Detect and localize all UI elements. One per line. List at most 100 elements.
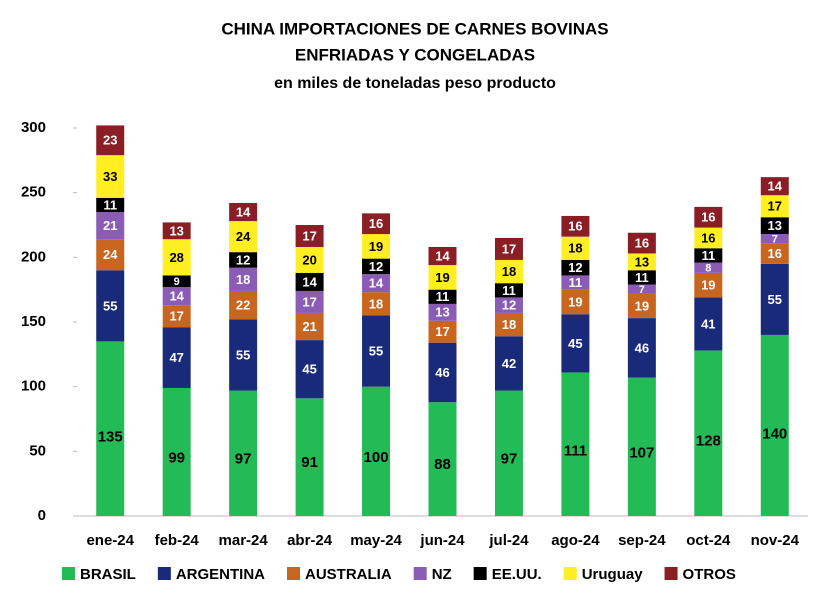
data-label: 107	[629, 445, 654, 462]
data-label: 14	[768, 179, 783, 194]
bar-segment	[229, 290, 258, 320]
data-label: 17	[768, 199, 782, 214]
data-label: 18	[369, 296, 383, 311]
y-tick-label: 250	[21, 184, 46, 201]
bar-segment	[428, 402, 457, 516]
data-label: 88	[434, 456, 451, 473]
bar-segment	[561, 259, 590, 276]
data-label: 11	[502, 283, 516, 298]
data-label: 19	[568, 294, 582, 309]
bar-segment	[494, 297, 523, 313]
bar-segment	[362, 234, 391, 259]
bar-segment	[494, 312, 523, 337]
bar-segment	[229, 221, 258, 253]
bar-segment	[760, 195, 789, 218]
bar-segment	[162, 275, 191, 288]
bar-segment	[295, 225, 324, 247]
data-label: 99	[168, 449, 185, 466]
data-label: 19	[635, 298, 649, 313]
data-label: 135	[98, 428, 123, 445]
bar-segment	[96, 155, 125, 198]
bar-segment	[428, 246, 457, 266]
bar-segment	[694, 248, 723, 263]
data-label: 18	[568, 241, 582, 256]
bar-segment	[760, 263, 789, 335]
bar-segment	[229, 390, 258, 516]
data-label: 14	[435, 248, 450, 263]
y-tick-label: 100	[21, 378, 46, 395]
data-label: 97	[235, 451, 252, 468]
bar-segment	[627, 293, 656, 319]
unit-note: en miles de toneladas peso producto	[274, 75, 556, 92]
legend-label: OTROS	[683, 566, 736, 583]
bar-segment	[694, 262, 723, 273]
bar-segment	[561, 275, 590, 290]
data-label: 45	[568, 336, 582, 351]
data-label: 97	[501, 451, 518, 468]
bar-segment	[428, 342, 457, 403]
legend-label: EE.UU.	[492, 566, 542, 583]
bar-segment	[428, 265, 457, 290]
bar-segment	[694, 227, 723, 249]
data-label: 100	[364, 449, 389, 466]
x-tick-label: oct-24	[686, 532, 731, 549]
bar-segment	[229, 267, 258, 291]
data-label: 11	[701, 248, 715, 263]
legend-label: NZ	[432, 566, 452, 583]
data-label: 14	[369, 276, 384, 291]
data-label: 17	[302, 228, 316, 243]
data-label: 140	[762, 425, 787, 442]
x-tick-label: abr-24	[287, 532, 333, 549]
data-label: 20	[302, 252, 316, 267]
legend-swatch	[473, 567, 487, 580]
bar-segment	[229, 252, 258, 268]
data-label: 14	[302, 274, 317, 289]
bar-segment	[362, 258, 391, 275]
bar-segment	[428, 289, 457, 304]
x-tick-label: may-24	[350, 532, 402, 549]
bar-segment	[428, 320, 457, 343]
data-label: 21	[302, 319, 316, 334]
y-tick-label: 200	[21, 248, 46, 265]
legend-label: Uruguay	[582, 566, 644, 583]
bar-segment	[96, 212, 125, 240]
bar-segment	[561, 289, 590, 315]
data-label: 111	[564, 442, 587, 459]
y-tick-label: 150	[21, 313, 46, 330]
data-label: 41	[701, 316, 715, 331]
bar-segment	[295, 246, 324, 273]
bar-segment	[627, 377, 656, 516]
data-label: 9	[174, 276, 180, 288]
data-label: 19	[435, 270, 449, 285]
bar-segment	[362, 292, 391, 316]
data-label: 18	[236, 272, 250, 287]
bar-segment	[162, 327, 191, 388]
data-label: 46	[635, 340, 649, 355]
x-tick-label: nov-24	[751, 532, 800, 549]
x-tick-label: sep-24	[618, 532, 666, 549]
data-label: 23	[103, 133, 117, 148]
data-label: 12	[236, 252, 250, 267]
data-label: 22	[236, 298, 250, 313]
x-tick-label: mar-24	[219, 532, 269, 549]
bar-segment	[627, 284, 656, 294]
data-label: 21	[103, 218, 117, 233]
data-label: 17	[435, 324, 449, 339]
bar-segment	[760, 243, 789, 264]
bar-segment	[760, 234, 789, 244]
chart-title: CHINA IMPORTACIONES DE CARNES BOVINAS	[221, 19, 608, 38]
data-label: 17	[502, 241, 516, 256]
bar-segment	[694, 272, 723, 298]
data-label: 8	[705, 263, 711, 275]
data-label: 11	[569, 275, 583, 290]
data-label: 12	[369, 259, 383, 274]
data-label: 16	[701, 230, 715, 245]
data-label: 11	[635, 270, 649, 285]
bar-segment	[229, 319, 258, 391]
data-label: 7	[772, 233, 778, 245]
legend-label: ARGENTINA	[176, 566, 265, 583]
x-tick-label: feb-24	[155, 532, 200, 549]
data-label: 14	[236, 205, 251, 220]
data-label: 55	[103, 298, 117, 313]
bar-segment	[694, 297, 723, 351]
